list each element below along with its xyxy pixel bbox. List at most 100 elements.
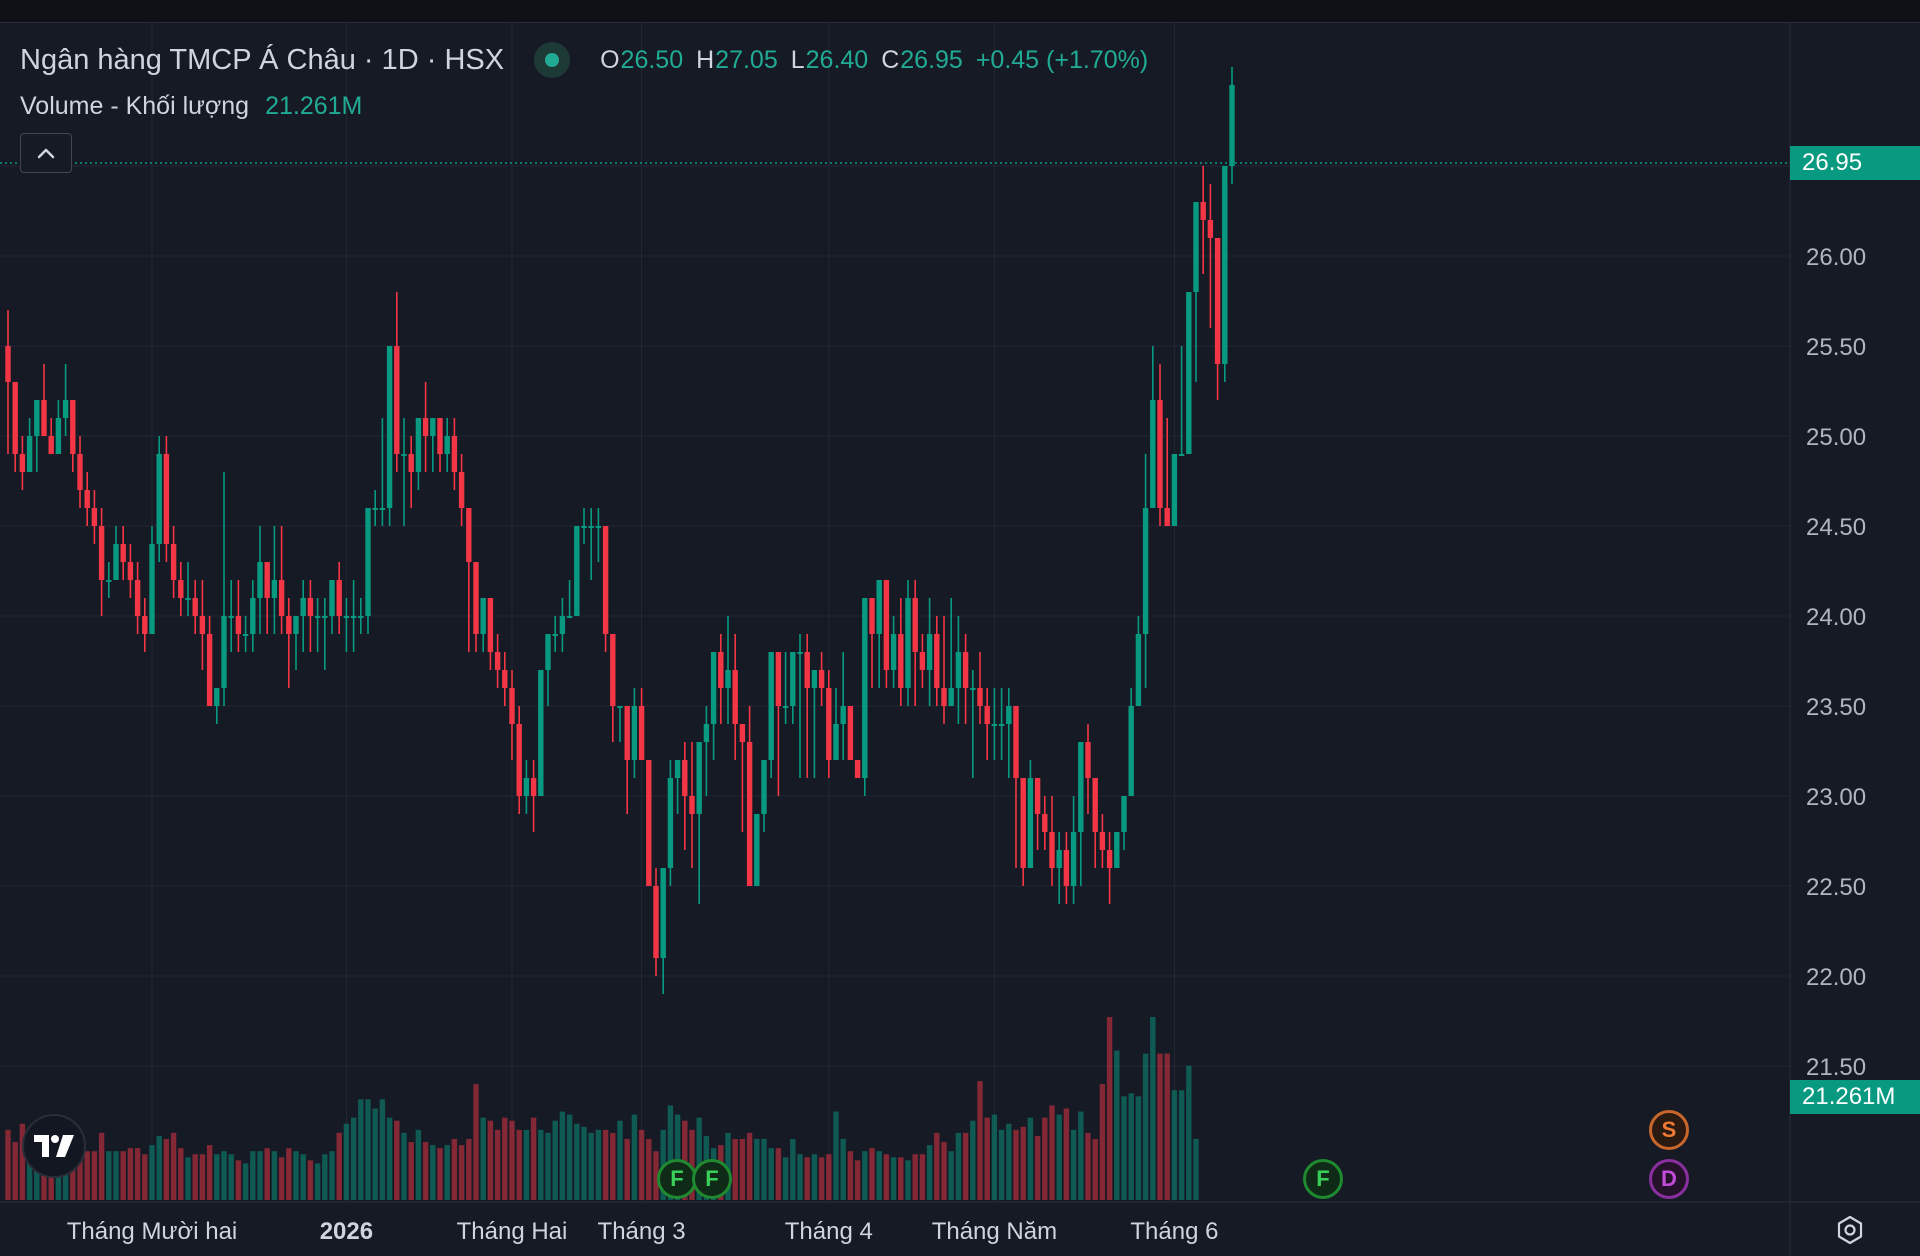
candle-body: [257, 562, 263, 598]
candle: [1099, 814, 1106, 868]
candle: [322, 598, 328, 670]
volume-bar: [955, 1132, 962, 1200]
candle-body: [934, 634, 940, 688]
volume-bar: [91, 1151, 98, 1200]
candle: [854, 760, 861, 778]
time-tick-label: 2026: [320, 1218, 373, 1245]
candle: [588, 508, 594, 580]
candle-body: [473, 562, 479, 634]
candle-body: [811, 670, 818, 688]
candle-body: [818, 670, 825, 688]
volume-bar: [156, 1135, 162, 1200]
candle: [142, 598, 148, 652]
candle-body: [1049, 832, 1055, 868]
candle-body: [1128, 706, 1134, 796]
collapse-legend-button[interactable]: [20, 133, 72, 173]
volume-bar: [235, 1160, 242, 1200]
candle: [905, 580, 911, 706]
candle-body: [12, 382, 18, 454]
candle-body: [178, 580, 184, 598]
candle-body: [408, 454, 414, 472]
price-tick-label: 25.50: [1806, 334, 1866, 361]
volume-bar: [1114, 1050, 1120, 1200]
candle: [1222, 166, 1228, 382]
candle: [1142, 454, 1149, 688]
candle: [761, 760, 767, 832]
candle: [804, 634, 810, 778]
volume-bar: [1092, 1139, 1098, 1200]
volume-bar: [170, 1132, 177, 1200]
candle-body: [775, 652, 782, 706]
candle-body: [754, 814, 760, 886]
earnings-marker[interactable]: F: [1303, 1159, 1343, 1199]
volume-bar: [523, 1129, 530, 1200]
volume-bar: [890, 1157, 897, 1200]
price-tick-label: 22.50: [1806, 874, 1866, 901]
volume-bar: [1020, 1126, 1026, 1200]
price-tick-label: 24.50: [1806, 514, 1866, 541]
candle-body: [1006, 706, 1012, 724]
candle-body: [91, 508, 98, 526]
chart-settings-button[interactable]: [1832, 1212, 1868, 1248]
volume-legend[interactable]: Volume - Khối lượng 21.261M: [20, 90, 362, 122]
candle: [1013, 706, 1019, 868]
volume-bar: [948, 1151, 954, 1200]
volume-bar: [646, 1139, 652, 1200]
dividend-marker[interactable]: D: [1649, 1159, 1689, 1199]
candle-body: [221, 616, 227, 688]
candle-body: [163, 454, 170, 544]
price-tick-label: 24.00: [1806, 604, 1866, 631]
volume-bar: [1106, 1017, 1113, 1200]
candle: [509, 670, 515, 760]
tradingview-logo-icon: [34, 1135, 74, 1157]
earnings-marker[interactable]: F: [692, 1159, 732, 1199]
candle-body: [1027, 778, 1034, 868]
candle: [1193, 202, 1199, 382]
candle-body: [970, 688, 976, 690]
candle: [430, 418, 436, 472]
candle-body: [70, 400, 76, 454]
volume-bar: [804, 1157, 810, 1200]
candle: [415, 418, 422, 490]
volume-bar: [314, 1163, 321, 1200]
candle: [300, 580, 306, 652]
volume-bar: [1049, 1105, 1055, 1200]
candle: [545, 634, 551, 706]
earnings-marker[interactable]: F: [657, 1159, 697, 1199]
candle-body: [1114, 832, 1120, 868]
volume-bar: [422, 1142, 429, 1200]
candle-body: [1186, 292, 1192, 454]
candle: [228, 580, 234, 652]
candle: [552, 616, 558, 652]
split-marker[interactable]: S: [1649, 1110, 1689, 1150]
candle: [494, 634, 501, 688]
volume-bar: [149, 1145, 155, 1200]
candle-body: [977, 688, 983, 706]
last-price-label: 26.95: [1790, 146, 1920, 180]
symbol-title[interactable]: Ngân hàng TMCP Á Châu · 1D · HSX: [20, 43, 505, 76]
candle: [1214, 238, 1221, 400]
candle-body: [761, 760, 767, 814]
tradingview-logo[interactable]: [22, 1114, 86, 1178]
volume-bar: [588, 1132, 594, 1200]
candle: [1200, 166, 1206, 274]
candle-body: [1042, 814, 1048, 832]
candle-body: [185, 598, 191, 600]
candle: [451, 418, 458, 490]
candle: [941, 616, 947, 724]
volume-bar: [307, 1160, 314, 1200]
candle-body: [1193, 202, 1199, 292]
candle: [934, 616, 940, 706]
candle-body: [703, 724, 710, 742]
candle-body: [322, 616, 328, 618]
volume-bar: [761, 1139, 767, 1200]
volume-bar: [653, 1151, 659, 1200]
candle: [55, 400, 62, 454]
volume-bar: [1150, 1017, 1156, 1200]
candle-body: [5, 346, 11, 382]
candle: [113, 526, 119, 580]
symbol-legend[interactable]: Ngân hàng TMCP Á Châu · 1D · HSX O 26.50…: [20, 40, 1161, 80]
candle-body: [710, 652, 717, 724]
price-tick-label: 26.00: [1806, 244, 1866, 271]
